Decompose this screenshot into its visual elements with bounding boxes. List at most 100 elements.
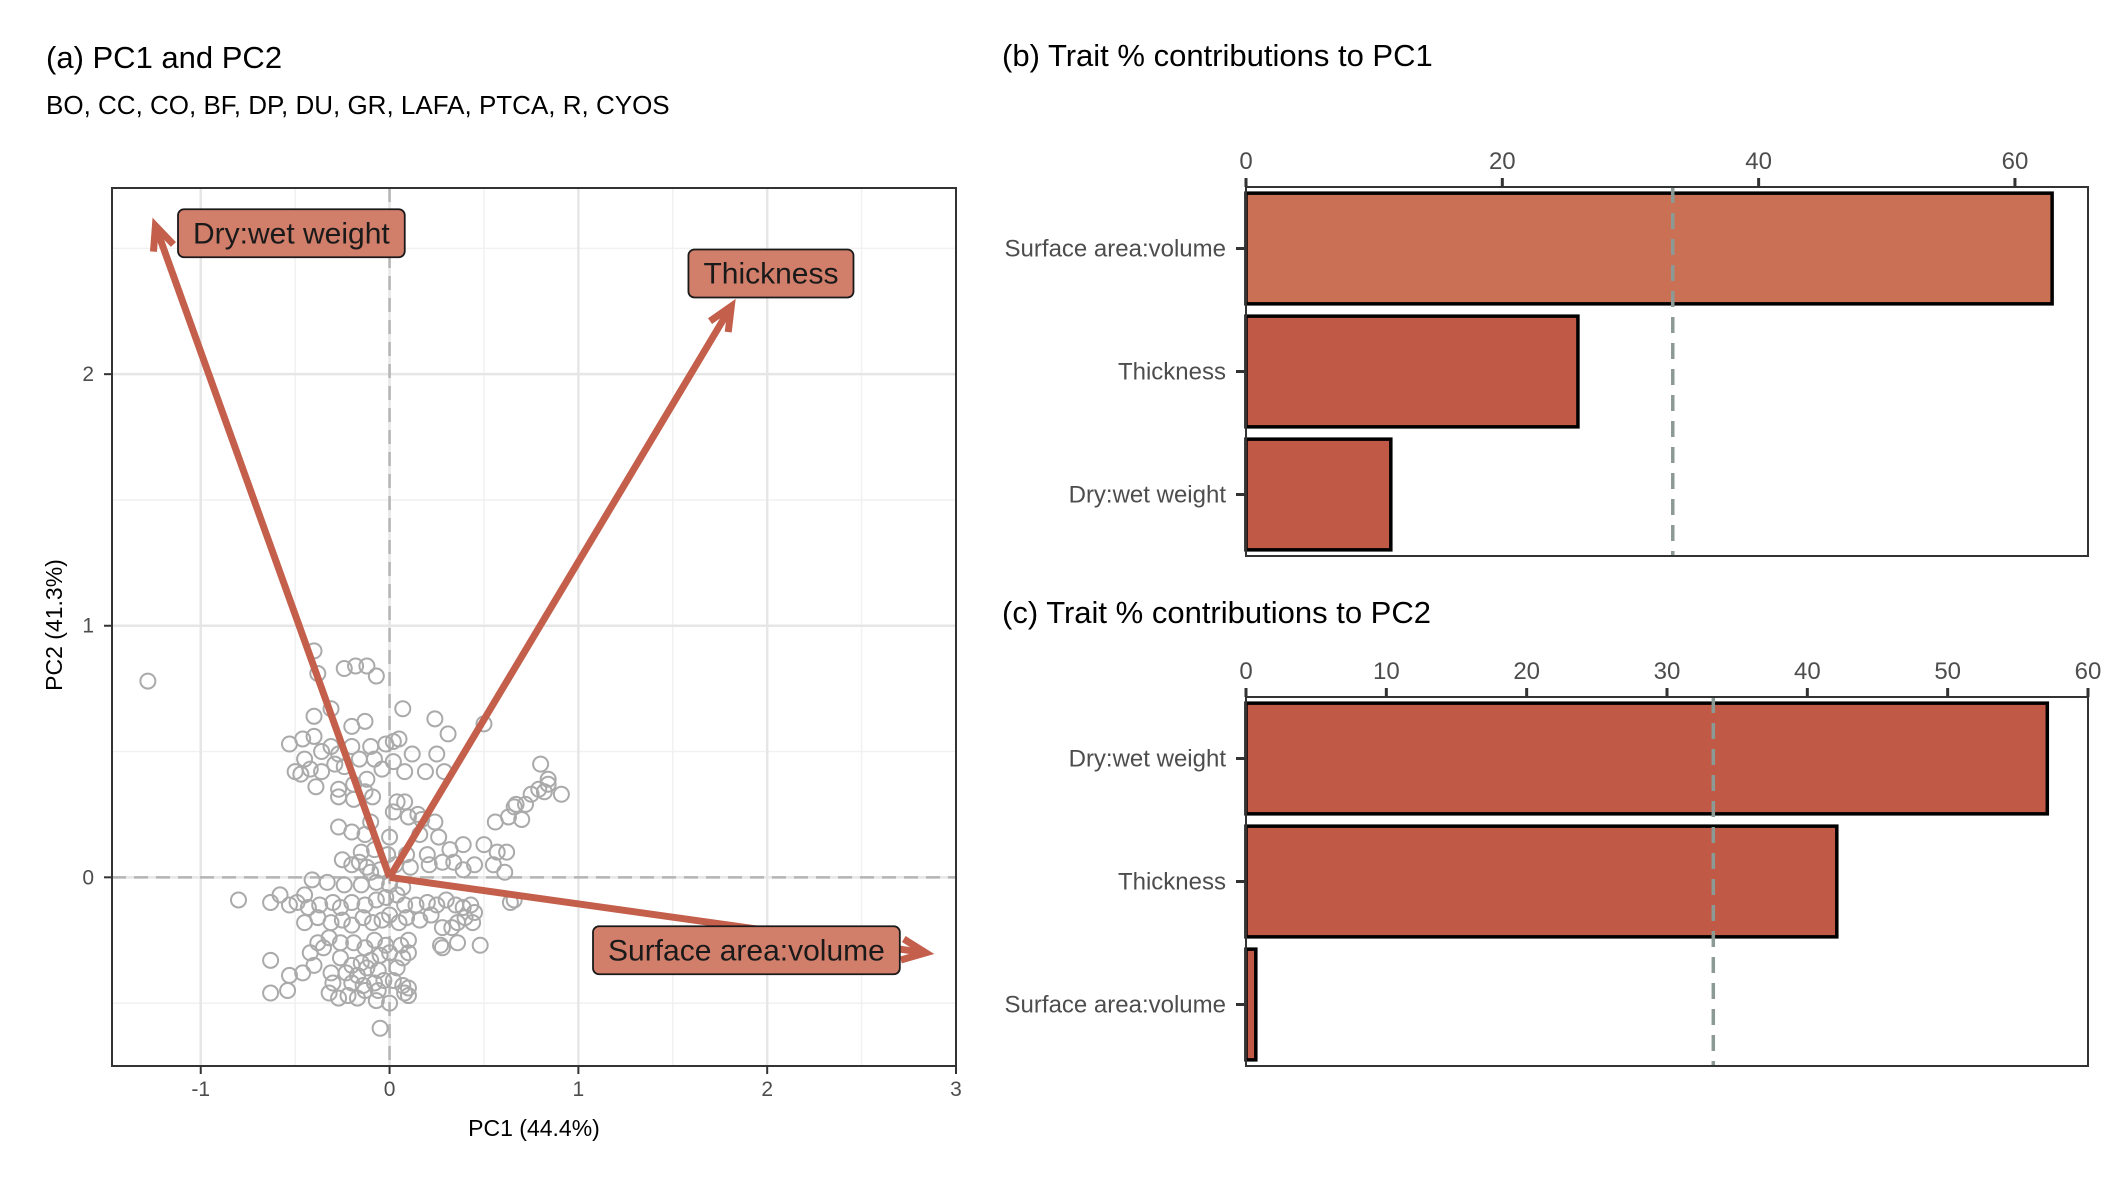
x-tick-label: 3 xyxy=(950,1078,962,1101)
pc2-x-tick-label: 40 xyxy=(1794,658,1821,685)
data-point xyxy=(369,982,387,1000)
data-point xyxy=(381,828,399,846)
data-point xyxy=(403,745,421,763)
data-point xyxy=(305,727,323,745)
data-point xyxy=(373,760,391,778)
data-point xyxy=(430,828,448,846)
loading-vector-arrowhead xyxy=(708,298,736,333)
data-point xyxy=(420,856,438,874)
data-point xyxy=(454,861,472,879)
pc2-bar xyxy=(1244,824,1839,939)
data-point xyxy=(343,823,361,841)
x-tick-label: -1 xyxy=(191,1078,210,1101)
data-point xyxy=(377,888,395,906)
data-point xyxy=(292,765,310,783)
data-point xyxy=(350,750,368,768)
vector-label-box xyxy=(177,208,406,259)
data-point xyxy=(454,836,472,854)
data-point xyxy=(365,931,383,949)
data-point xyxy=(139,672,157,690)
data-point xyxy=(433,939,451,957)
data-point xyxy=(433,919,451,937)
data-point xyxy=(532,755,550,773)
data-point xyxy=(384,803,402,821)
data-point xyxy=(394,700,412,718)
vector-label: Dry:wet weight xyxy=(193,217,390,250)
pc1-plot-border xyxy=(1245,186,2089,557)
data-point xyxy=(471,936,489,954)
data-point xyxy=(305,956,323,974)
data-point xyxy=(367,891,385,909)
loading-vector xyxy=(386,309,732,880)
data-point xyxy=(352,954,370,972)
pc1-x-tick-label: 20 xyxy=(1489,148,1516,175)
data-point xyxy=(313,743,331,761)
y-tick-label: 2 xyxy=(82,363,94,386)
loading-vector xyxy=(154,230,393,879)
data-point xyxy=(326,755,344,773)
panel-c-title: (c) Trait % contributions to PC2 xyxy=(1002,595,1431,630)
data-point xyxy=(335,660,353,678)
data-point xyxy=(330,780,348,798)
loading-vector-arrowhead xyxy=(899,936,935,964)
data-point xyxy=(343,974,361,992)
data-point xyxy=(333,911,351,929)
data-point xyxy=(411,911,429,929)
y-tick-label: 1 xyxy=(82,615,94,638)
data-point xyxy=(262,984,280,1002)
data-point xyxy=(539,770,557,788)
pc2-x-tick-label: 50 xyxy=(1934,658,1961,685)
data-point xyxy=(369,961,387,979)
data-point xyxy=(347,657,365,675)
vector-label-box xyxy=(592,925,901,976)
data-point xyxy=(320,984,338,1002)
data-point xyxy=(280,896,298,914)
data-point xyxy=(337,964,355,982)
panel-a-subtitle: BO, CC, CO, BF, DP, DU, GR, LAFA, PTCA, … xyxy=(46,90,670,120)
data-point xyxy=(498,843,516,861)
data-point xyxy=(426,710,444,728)
data-point xyxy=(428,745,446,763)
data-point xyxy=(352,843,370,861)
data-point xyxy=(331,899,349,917)
data-point xyxy=(390,730,408,748)
data-point xyxy=(358,858,376,876)
data-point xyxy=(466,856,484,874)
data-point xyxy=(305,707,323,725)
data-point xyxy=(367,992,385,1010)
data-point xyxy=(271,886,289,904)
data-point xyxy=(437,891,455,909)
vector-label: Thickness xyxy=(703,258,838,291)
data-point xyxy=(364,914,382,932)
data-point xyxy=(314,939,332,957)
y-tick-label: 0 xyxy=(82,866,94,889)
data-point xyxy=(432,936,450,954)
data-point xyxy=(507,795,525,813)
data-point xyxy=(324,974,342,992)
data-point xyxy=(303,871,321,889)
data-point xyxy=(362,863,380,881)
pca-x-axis-title: PC1 (44.4%) xyxy=(468,1115,600,1141)
data-point xyxy=(311,896,329,914)
pc1-bar xyxy=(1244,437,1393,552)
data-point xyxy=(352,876,370,894)
data-point xyxy=(505,798,523,816)
data-point xyxy=(356,896,374,914)
data-point xyxy=(262,893,280,911)
data-point xyxy=(399,808,417,826)
data-point xyxy=(320,929,338,947)
data-point xyxy=(418,893,436,911)
data-point xyxy=(449,934,467,952)
data-point xyxy=(416,763,434,781)
pc2-bar xyxy=(1244,701,2050,816)
data-point xyxy=(307,778,325,796)
pc1-x-tick-label: 0 xyxy=(1239,148,1252,175)
data-point xyxy=(464,914,482,932)
data-point xyxy=(333,851,351,869)
pc1-x-tick-label: 60 xyxy=(2002,148,2029,175)
pc2-x-tick-label: 0 xyxy=(1239,658,1252,685)
data-point xyxy=(388,793,406,811)
data-point xyxy=(466,904,484,922)
pc2-x-tick-label: 30 xyxy=(1654,658,1681,685)
